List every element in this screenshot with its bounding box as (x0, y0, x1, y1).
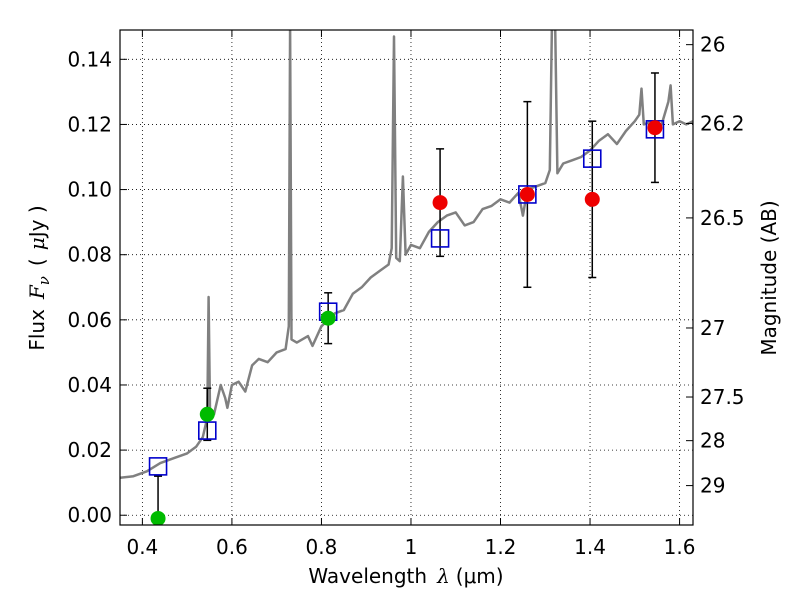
y-tick-label: 0.06 (67, 308, 112, 332)
observed-circle-marker (150, 510, 166, 525)
y2-tick-label: 29 (700, 474, 725, 498)
x-tick-label: 0.6 (216, 535, 248, 559)
x-axis-unit: (μm) (456, 564, 504, 588)
x-tick-label: 1.6 (664, 535, 696, 559)
y-tick-label: 0.10 (67, 178, 112, 202)
y-tick-label: 0.02 (67, 438, 112, 462)
observed-circle-marker (320, 310, 336, 326)
y-tick-label: 0.00 (67, 503, 112, 527)
observed-circle-marker (432, 195, 448, 211)
plot-area (120, 30, 693, 525)
x-axis-title: Wavelength λ (μm) (308, 564, 503, 588)
y-tick-label: 0.14 (67, 47, 112, 71)
x-tick-label: 1.4 (574, 535, 606, 559)
y-axis-subscript: ν (35, 276, 53, 285)
observed-circle-marker (199, 406, 215, 422)
y2-tick-label: 27 (700, 316, 725, 340)
model-square-marker (582, 149, 602, 168)
observed-circle-marker (647, 120, 663, 136)
observed-circle-marker (584, 191, 600, 207)
y2-tick-label: 28 (700, 429, 725, 453)
y2-tick-label: 26.2 (700, 111, 745, 135)
y-axis-unit-open: ( (25, 258, 49, 266)
x-tick-label: 1 (405, 535, 418, 559)
y2-tick-label: 26.5 (700, 206, 745, 230)
x-axis-title-text: Wavelength (308, 564, 427, 588)
y2-tick-label: 27.5 (700, 385, 745, 409)
grid (120, 30, 693, 525)
model-square-marker (148, 457, 168, 476)
x-axis-symbol: λ (436, 564, 450, 588)
y-axis-title-text: Flux (25, 309, 49, 351)
y-axis-unit-mu: μ (25, 237, 49, 250)
plot-frame (119, 29, 694, 526)
x-tick-label: 1.2 (485, 535, 517, 559)
model-square-marker (518, 185, 537, 204)
x-tick-label: 0.8 (306, 535, 338, 559)
y-axis-symbol: F (25, 284, 49, 300)
model-square-marker (197, 421, 217, 440)
y-tick-label: 0.08 (67, 243, 112, 267)
y-tick-label: 0.04 (67, 373, 112, 397)
spectrum-line (120, 30, 693, 480)
ticks: 0.4 0.6 0.8 1 1.2 1.4 1.6 0.00 0.02 0.04 0.06 0.08 0… (67, 30, 745, 559)
y2-axis-title: Magnitude (AB) (757, 200, 781, 355)
model-square-marker (430, 229, 450, 248)
y-tick-label: 0.12 (67, 112, 112, 136)
observed-circle-marker (519, 186, 535, 202)
y-axis-title: Flux Fν ( μJy ) (25, 205, 53, 350)
y2-tick-label: 26 (700, 33, 725, 57)
y-axis-unit-rest: Jy ) (25, 205, 49, 239)
x-tick-label: 0.4 (126, 535, 158, 559)
